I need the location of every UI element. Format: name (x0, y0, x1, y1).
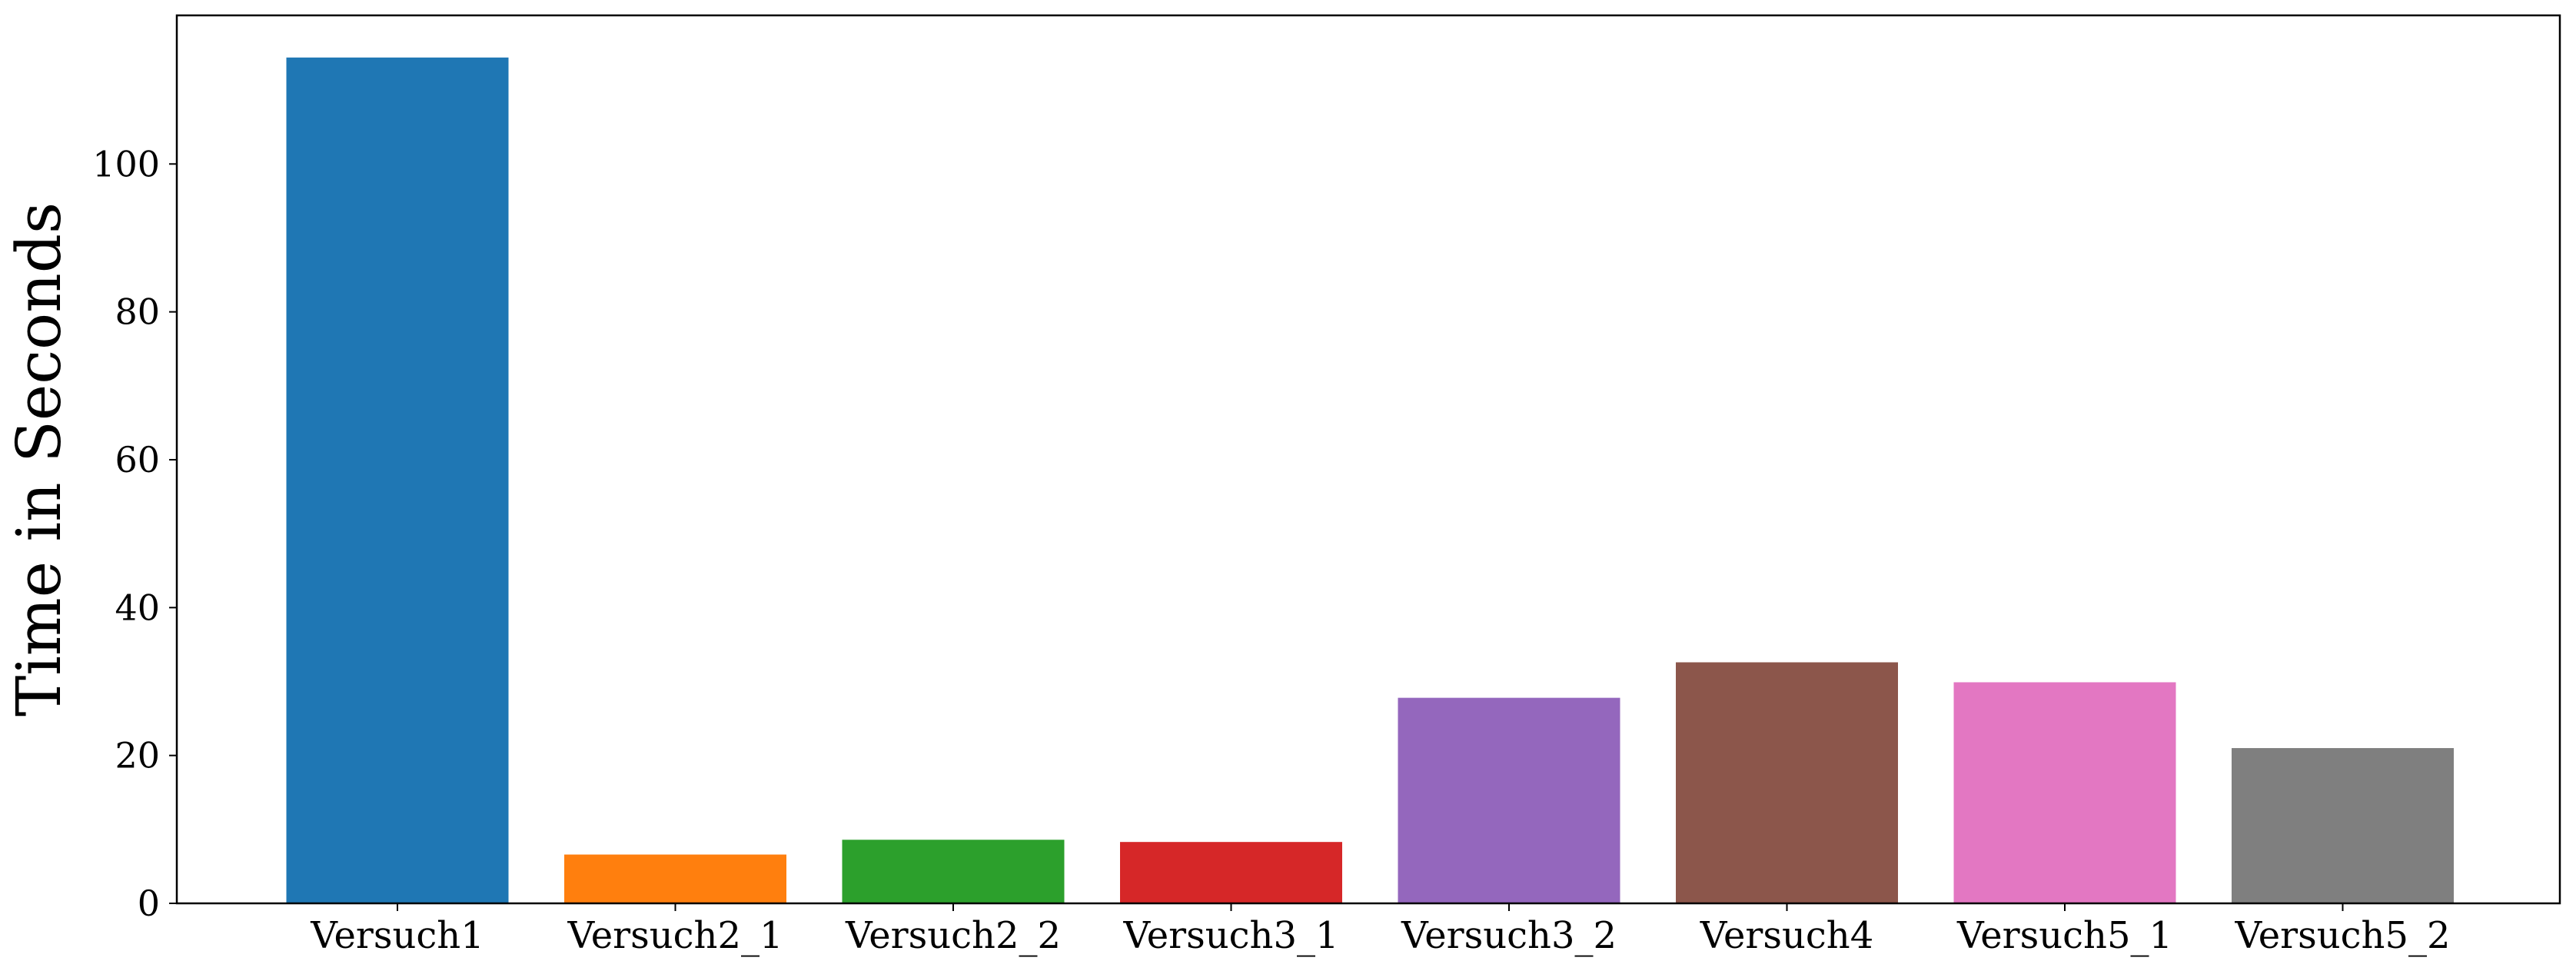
x-tick-label: Versuch1 (310, 914, 484, 957)
bar-versuch2-2 (842, 840, 1065, 903)
bar-versuch3-2 (1398, 697, 1620, 903)
bars-group (286, 57, 2454, 904)
y-tick-label: 0 (138, 883, 160, 924)
x-tick-label: Versuch3_1 (1122, 914, 1338, 957)
x-tick-label: Versuch3_2 (1401, 914, 1617, 957)
bar-versuch2-1 (564, 854, 786, 903)
bar-versuch3-1 (1120, 842, 1342, 903)
x-tick-label: Versuch4 (1700, 914, 1874, 957)
bar-versuch5-2 (2232, 748, 2454, 903)
bar-versuch5-1 (1953, 682, 2176, 903)
x-tick-label: Versuch5_2 (2234, 914, 2450, 957)
x-tick-label: Versuch2_1 (567, 914, 783, 957)
bar-versuch4 (1676, 662, 1898, 903)
x-tick-label: Versuch2_2 (845, 914, 1061, 957)
y-axis-label: Time in Seconds (3, 202, 75, 717)
plot-frame (175, 14, 2561, 905)
bar-versuch1 (286, 57, 509, 904)
y-axis-ticks: 0 20 40 60 80 100 (92, 143, 177, 924)
x-axis-ticks: Versuch1 Versuch2_1 Versuch2_2 Versuch3_1 Ve… (310, 903, 2451, 957)
y-tick-label: 40 (115, 587, 160, 628)
y-tick-label: 60 (115, 439, 160, 481)
y-tick-label: 100 (92, 143, 160, 185)
y-tick-label: 80 (115, 291, 160, 333)
y-tick-label: 20 (115, 735, 160, 776)
x-tick-label: Versuch5_1 (1956, 914, 2172, 957)
